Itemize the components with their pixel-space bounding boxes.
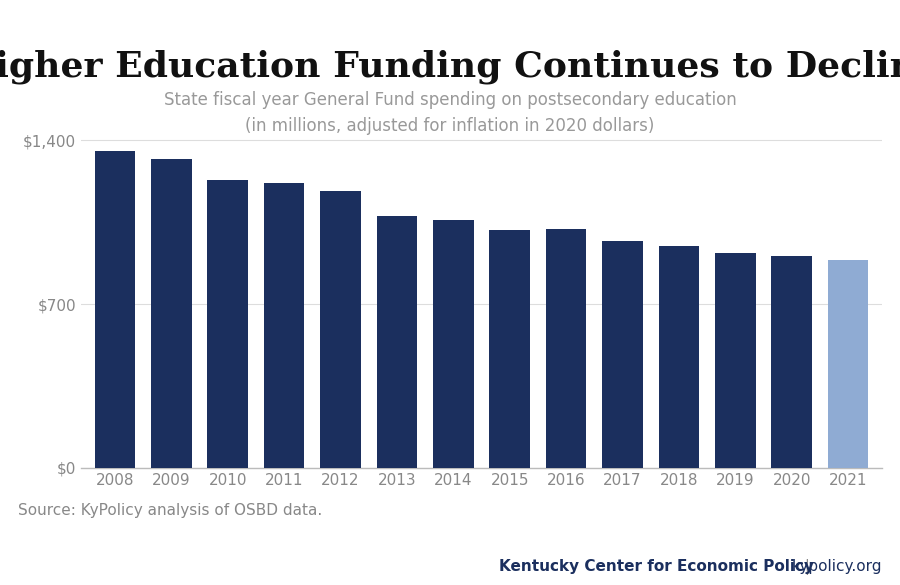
Bar [659, 246, 699, 468]
Text: kypolicy.org: kypolicy.org [791, 559, 882, 574]
Bar [433, 220, 473, 468]
Bar [376, 216, 418, 468]
Bar [94, 151, 135, 468]
Text: Source: KyPolicy analysis of OSBD data.: Source: KyPolicy analysis of OSBD data. [18, 503, 322, 518]
Bar [207, 180, 248, 468]
Text: State fiscal year General Fund spending on postsecondary education
(in millions,: State fiscal year General Fund spending … [164, 91, 736, 135]
Bar [490, 230, 530, 468]
Bar [715, 253, 756, 468]
Bar [151, 159, 192, 468]
Bar [320, 191, 361, 468]
Bar [771, 256, 812, 468]
Text: |: | [799, 559, 815, 574]
Bar [602, 241, 643, 468]
Bar [264, 183, 304, 468]
Bar [545, 229, 587, 468]
Text: Kentucky Center for Economic Policy: Kentucky Center for Economic Policy [499, 559, 814, 574]
Text: Higher Education Funding Continues to Decline: Higher Education Funding Continues to De… [0, 50, 900, 84]
Bar [828, 260, 868, 468]
